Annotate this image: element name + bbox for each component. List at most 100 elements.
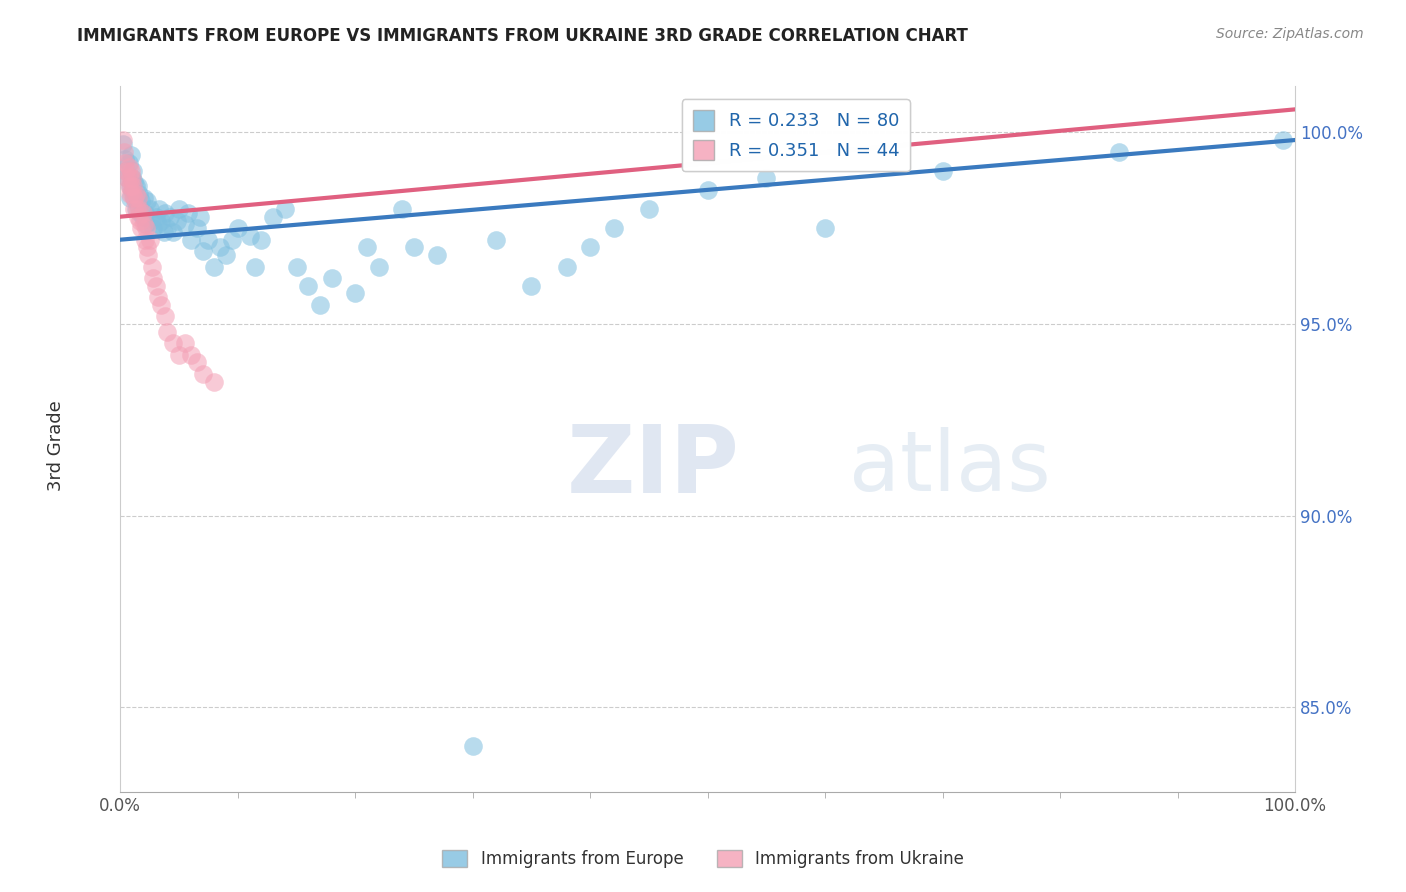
Text: ZIP: ZIP <box>567 421 740 513</box>
Point <box>814 221 837 235</box>
Point <box>131 210 153 224</box>
Point <box>159 210 181 224</box>
Point <box>391 202 413 216</box>
Point <box>141 260 163 274</box>
Point <box>121 183 143 197</box>
Point <box>138 202 160 216</box>
Point <box>245 260 267 274</box>
Point <box>931 163 953 178</box>
Point <box>120 179 142 194</box>
Point <box>461 739 484 753</box>
Point <box>297 278 319 293</box>
Point <box>136 240 159 254</box>
Point <box>226 221 249 235</box>
Point <box>485 233 508 247</box>
Point <box>209 240 232 254</box>
Point <box>156 325 179 339</box>
Point <box>127 190 149 204</box>
Point <box>114 156 136 170</box>
Point <box>136 194 159 209</box>
Point <box>121 171 143 186</box>
Point <box>115 163 138 178</box>
Point <box>114 152 136 166</box>
Point <box>142 221 165 235</box>
Text: 3rd Grade: 3rd Grade <box>48 401 65 491</box>
Point <box>426 248 449 262</box>
Legend: R = 0.233   N = 80, R = 0.351   N = 44: R = 0.233 N = 80, R = 0.351 N = 44 <box>682 99 910 171</box>
Point <box>1272 133 1295 147</box>
Point <box>118 171 141 186</box>
Point <box>555 260 578 274</box>
Point <box>111 133 134 147</box>
Point <box>115 163 138 178</box>
Point <box>128 186 150 201</box>
Point <box>180 348 202 362</box>
Point <box>167 348 190 362</box>
Point <box>124 202 146 216</box>
Legend: Immigrants from Europe, Immigrants from Ukraine: Immigrants from Europe, Immigrants from … <box>436 843 970 875</box>
Point <box>138 248 160 262</box>
Point <box>120 163 142 178</box>
Point <box>145 210 167 224</box>
Point <box>285 260 308 274</box>
Point <box>250 233 273 247</box>
Point <box>262 210 284 224</box>
Point <box>153 310 176 324</box>
Point <box>166 213 188 227</box>
Point <box>121 186 143 201</box>
Point <box>118 179 141 194</box>
Point <box>124 190 146 204</box>
Point <box>138 233 160 247</box>
Point <box>117 156 139 170</box>
Point <box>167 202 190 216</box>
Point <box>139 213 162 227</box>
Point <box>174 218 197 232</box>
Point <box>215 248 238 262</box>
Point <box>150 298 173 312</box>
Point <box>177 206 200 220</box>
Point <box>129 206 152 220</box>
Point <box>118 186 141 201</box>
Point <box>146 218 169 232</box>
Point <box>127 198 149 212</box>
Point <box>202 260 225 274</box>
Point <box>128 202 150 216</box>
Point <box>120 148 142 162</box>
Point <box>131 194 153 209</box>
Point <box>121 171 143 186</box>
Point <box>367 260 389 274</box>
Point <box>186 221 208 235</box>
Point <box>602 221 624 235</box>
Point <box>122 163 145 178</box>
Point <box>191 367 214 381</box>
Point <box>117 171 139 186</box>
Point <box>146 290 169 304</box>
Point <box>321 271 343 285</box>
Point <box>238 228 260 243</box>
Point <box>174 336 197 351</box>
Point <box>344 286 367 301</box>
Point <box>197 233 219 247</box>
Point <box>180 233 202 247</box>
Text: Source: ZipAtlas.com: Source: ZipAtlas.com <box>1216 27 1364 41</box>
Point <box>117 160 139 174</box>
Point <box>1108 145 1130 159</box>
Point <box>134 206 156 220</box>
Point <box>309 298 332 312</box>
Point <box>135 218 157 232</box>
Point <box>127 210 149 224</box>
Point <box>153 206 176 220</box>
Point <box>191 244 214 259</box>
Point <box>356 240 378 254</box>
Point <box>520 278 543 293</box>
Point <box>117 179 139 194</box>
Point <box>156 221 179 235</box>
Point <box>129 213 152 227</box>
Point <box>162 336 184 351</box>
Text: IMMIGRANTS FROM EUROPE VS IMMIGRANTS FROM UKRAINE 3RD GRADE CORRELATION CHART: IMMIGRANTS FROM EUROPE VS IMMIGRANTS FRO… <box>77 27 969 45</box>
Point <box>188 210 211 224</box>
Point <box>202 375 225 389</box>
Point <box>124 202 146 216</box>
Point <box>132 218 155 232</box>
Point <box>274 202 297 216</box>
